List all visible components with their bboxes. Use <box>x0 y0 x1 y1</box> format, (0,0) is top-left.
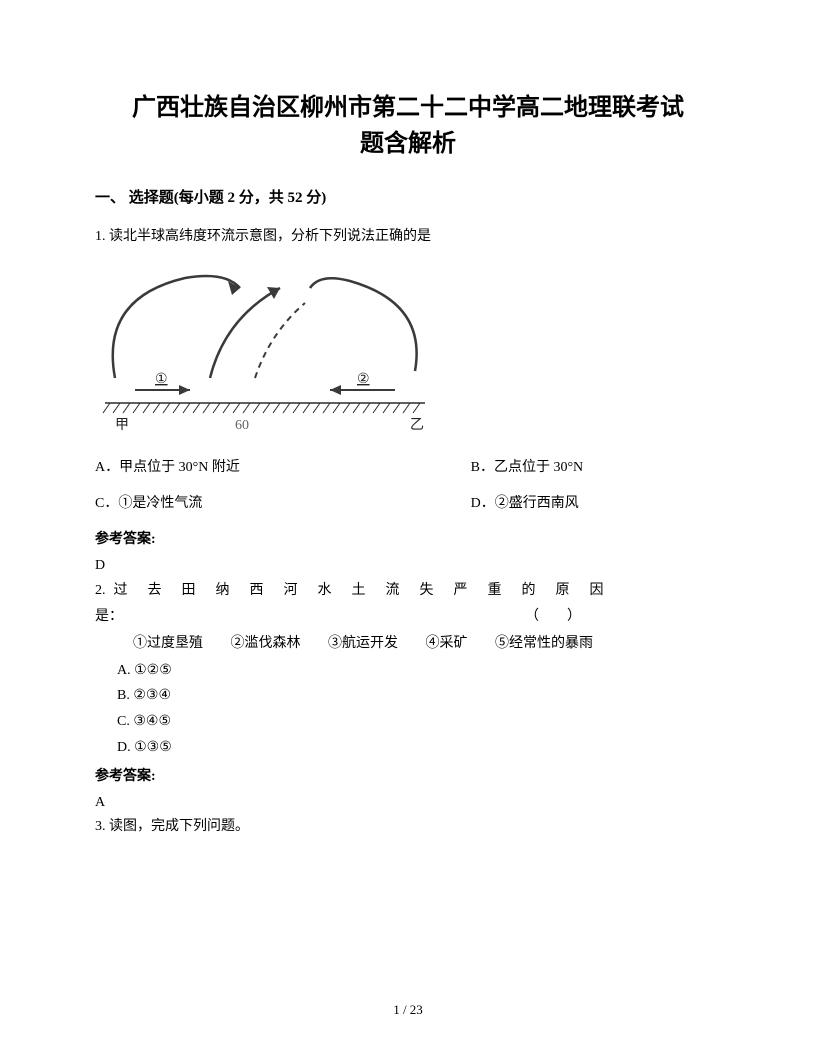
title-line2: 题含解析 <box>95 126 721 162</box>
q2-c1: ①过度垦殖 <box>133 636 203 651</box>
q1-answer-label: 参考答案: <box>95 528 721 548</box>
q2-c5: ⑤经常性的暴雨 <box>495 636 593 651</box>
circulation-diagram-svg: ① ② 甲 60 乙 <box>95 263 435 438</box>
q2-answer: A <box>95 795 721 811</box>
q2-stem-line1: 2. 过去田纳西河水土流失严重的原因 <box>95 578 721 605</box>
q2-c3: ③航运开发 <box>328 636 398 651</box>
title-line1: 广西壮族自治区柳州市第二十二中学高二地理联考试 <box>95 90 721 126</box>
q1-answer: D <box>95 558 721 574</box>
section-header: 一、 选择题(每小题 2 分，共 52 分) <box>95 186 721 207</box>
q2-paren: （ ） <box>525 604 721 631</box>
svg-text:①: ① <box>155 372 168 387</box>
q2-optC: C. ③④⑤ <box>95 709 721 735</box>
q1-options-row2: C．①是冷性气流 D．②盛行西南风 <box>95 492 721 512</box>
q2-c2: ②滥伐森林 <box>231 636 301 651</box>
q2-stem-line2: 是： （ ） <box>95 604 721 631</box>
page-number: 1 / 23 <box>0 1002 816 1018</box>
q1-options-row1: A．甲点位于 30°N 附近 B．乙点位于 30°N <box>95 456 721 476</box>
q2-c4: ④采矿 <box>426 636 468 651</box>
q2-line2-prefix: 是： <box>95 604 123 631</box>
q2-optB: B. ②③④ <box>95 683 721 709</box>
q3-stem: 3. 读图，完成下列问题。 <box>95 815 721 839</box>
q2-numbered-choices: ①过度垦殖 ②滥伐森林 ③航运开发 ④采矿 ⑤经常性的暴雨 <box>95 631 721 658</box>
q1-diagram: ① ② 甲 60 乙 <box>95 263 435 438</box>
q2-optA: A. ①②⑤ <box>95 658 721 684</box>
q1-stem: 1. 读北半球高纬度环流示意图，分析下列说法正确的是 <box>95 225 721 249</box>
q1-optD: D．②盛行西南风 <box>471 492 721 512</box>
svg-text:乙: 乙 <box>410 417 424 433</box>
q2-optD: D. ①③⑤ <box>95 735 721 761</box>
svg-text:60: 60 <box>235 418 249 433</box>
q2-prefix: 2. <box>95 578 106 605</box>
q1-optB: B．乙点位于 30°N <box>471 456 721 476</box>
q1-optA: A．甲点位于 30°N 附近 <box>95 456 439 476</box>
q1-optC: C．①是冷性气流 <box>95 492 439 512</box>
svg-text:②: ② <box>357 372 370 387</box>
q2-spread: 过去田纳西河水土流失严重的原因 <box>106 578 722 605</box>
page-title: 广西壮族自治区柳州市第二十二中学高二地理联考试 题含解析 <box>95 90 721 162</box>
q2-answer-label: 参考答案: <box>95 765 721 785</box>
svg-text:甲: 甲 <box>115 418 129 433</box>
